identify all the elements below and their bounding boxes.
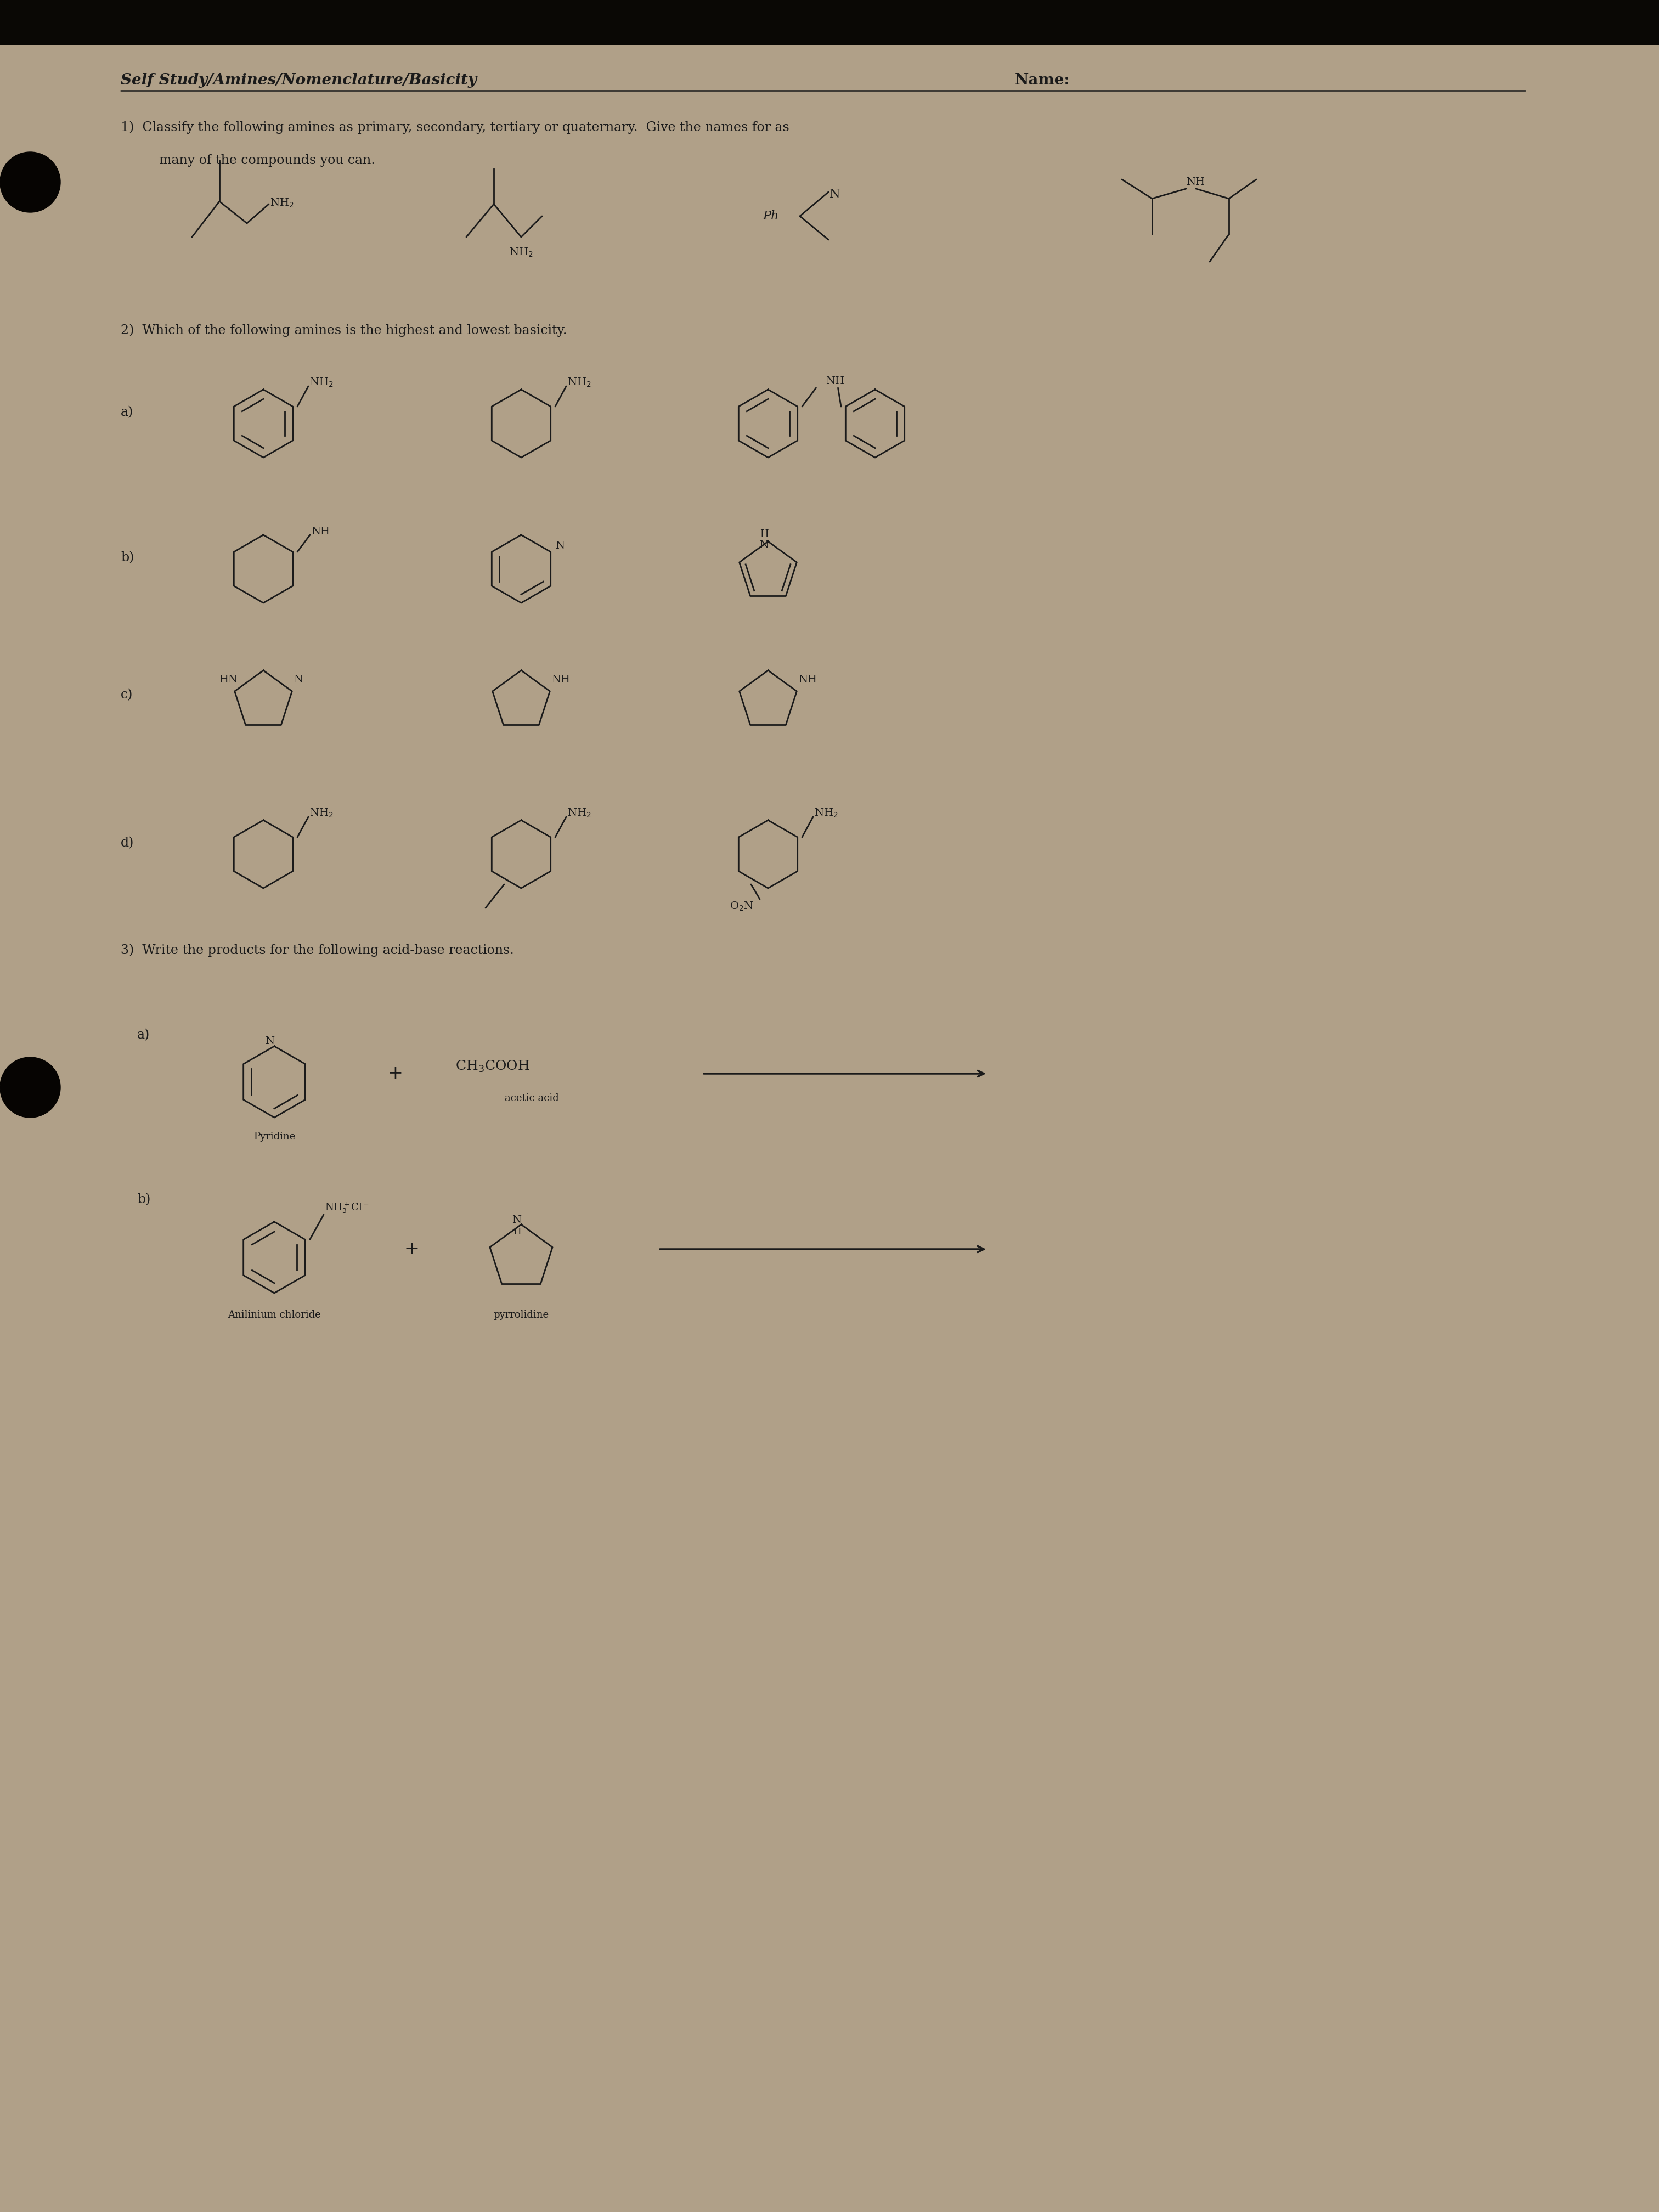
Text: NH: NH: [312, 526, 330, 538]
Text: 1)  Classify the following amines as primary, secondary, tertiary or quaternary.: 1) Classify the following amines as prim…: [121, 122, 790, 133]
Text: NH: NH: [798, 675, 816, 686]
Text: Anilinium chloride: Anilinium chloride: [227, 1310, 320, 1321]
Text: NH: NH: [826, 376, 844, 387]
Circle shape: [0, 1057, 60, 1117]
Text: 2)  Which of the following amines is the highest and lowest basicity.: 2) Which of the following amines is the …: [121, 323, 567, 336]
Text: H: H: [760, 529, 768, 540]
Text: CH$_3$COOH: CH$_3$COOH: [455, 1060, 529, 1073]
Text: NH$_3^+$Cl$^-$: NH$_3^+$Cl$^-$: [325, 1201, 370, 1214]
Text: +: +: [387, 1064, 403, 1082]
Text: d): d): [121, 836, 134, 849]
Text: +: +: [403, 1241, 420, 1259]
Text: Pyridine: Pyridine: [254, 1133, 295, 1141]
Text: Ph: Ph: [763, 210, 778, 221]
Text: acetic acid: acetic acid: [504, 1093, 559, 1104]
Text: O$_2$N: O$_2$N: [730, 900, 753, 911]
FancyBboxPatch shape: [0, 0, 1659, 44]
Text: NH$_2$: NH$_2$: [567, 807, 591, 818]
Text: N: N: [556, 542, 564, 551]
Text: a): a): [138, 1029, 149, 1042]
Text: NH$_2$: NH$_2$: [310, 376, 333, 389]
Text: c): c): [121, 688, 133, 701]
Text: NH$_2$: NH$_2$: [567, 376, 591, 389]
Text: NH: NH: [1186, 177, 1204, 188]
Text: 3)  Write the products for the following acid-base reactions.: 3) Write the products for the following …: [121, 945, 514, 956]
Text: Name:: Name:: [1015, 73, 1070, 88]
Text: NH$_2$: NH$_2$: [815, 807, 838, 818]
Text: N: N: [760, 540, 768, 551]
Circle shape: [0, 153, 60, 212]
Text: HN: HN: [219, 675, 239, 686]
Text: N: N: [294, 675, 304, 686]
Text: Self Study/Amines/Nomenclature/Basicity: Self Study/Amines/Nomenclature/Basicity: [121, 73, 476, 88]
Text: N: N: [830, 188, 839, 201]
Text: NH: NH: [551, 675, 571, 686]
Text: many of the compounds you can.: many of the compounds you can.: [159, 155, 375, 166]
Text: N: N: [265, 1037, 275, 1046]
Text: N: N: [513, 1214, 521, 1225]
Text: b): b): [121, 551, 134, 564]
Text: NH$_2$: NH$_2$: [270, 197, 294, 208]
Text: pyrrolidine: pyrrolidine: [493, 1310, 549, 1321]
Text: NH$_2$: NH$_2$: [310, 807, 333, 818]
Text: NH$_2$: NH$_2$: [509, 246, 533, 259]
Text: H: H: [513, 1228, 521, 1237]
Text: a): a): [121, 407, 133, 418]
Text: b): b): [138, 1194, 151, 1206]
